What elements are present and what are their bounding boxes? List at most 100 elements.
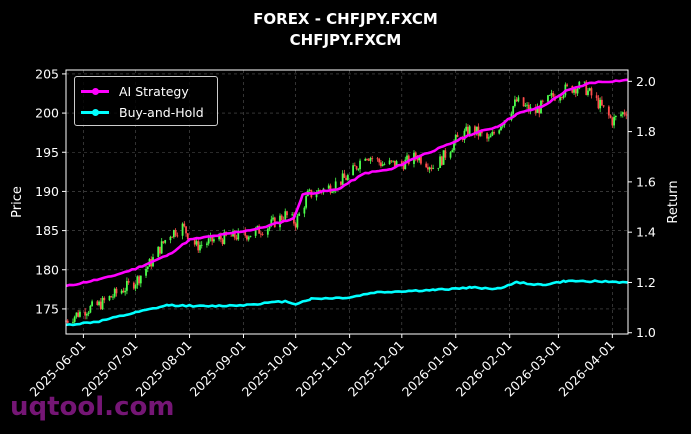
- strategy-line: [65, 78, 629, 288]
- candle-body: [319, 189, 321, 192]
- y2-tick-label: 1.4: [636, 225, 656, 240]
- candle-body: [223, 231, 226, 245]
- y-tick-label: 190: [35, 184, 59, 199]
- candle-body: [99, 301, 102, 310]
- candle-body: [199, 245, 201, 251]
- candle-body: [400, 161, 403, 165]
- candle-body: [334, 181, 337, 190]
- candle-body: [110, 296, 113, 298]
- candle-body: [625, 114, 628, 116]
- candle-body: [588, 88, 591, 91]
- legend-swatch-strategy: [81, 87, 109, 95]
- candle-body: [261, 234, 264, 235]
- y-tick-label: 185: [35, 223, 59, 238]
- candle-body: [89, 305, 92, 313]
- y-axis-label: Price: [10, 186, 25, 218]
- candle-body: [601, 99, 603, 106]
- candle-body: [418, 156, 421, 161]
- candle-body: [512, 106, 515, 114]
- candle-body: [587, 90, 589, 95]
- chart-title-line1: FOREX - CHFJPY.FXCM: [253, 10, 438, 28]
- candle-body: [613, 116, 615, 126]
- candle-body: [366, 158, 368, 160]
- candle-body: [219, 235, 222, 240]
- candle-body: [146, 266, 149, 270]
- candle-body: [101, 297, 104, 310]
- candle-body: [96, 301, 99, 306]
- candle-body: [197, 241, 200, 251]
- candle-body: [541, 100, 544, 102]
- buy-hold-line: [65, 279, 629, 327]
- candle-body: [501, 125, 504, 127]
- candle-body: [345, 177, 348, 181]
- candle-body: [247, 237, 250, 240]
- candle-body: [550, 93, 553, 96]
- candle-body: [406, 155, 408, 160]
- candle-body: [597, 98, 600, 109]
- candle-body: [296, 215, 299, 228]
- candle-body: [254, 228, 257, 236]
- candle-body: [162, 241, 165, 243]
- candle-body: [442, 150, 445, 165]
- candle-body: [139, 275, 142, 284]
- candle-body: [270, 219, 273, 226]
- candle-body: [87, 312, 90, 315]
- candle-body: [157, 246, 160, 258]
- candle-body: [72, 321, 74, 323]
- candle-body: [91, 301, 93, 306]
- y-tick-label: 195: [35, 145, 59, 160]
- x-tick-label: 2025-07-01: [79, 338, 141, 400]
- candle-body: [602, 105, 605, 107]
- candle-body: [359, 160, 361, 170]
- candle-body: [159, 246, 161, 254]
- candle-body: [611, 117, 614, 126]
- candle-body: [221, 239, 224, 245]
- candle-body: [456, 134, 459, 138]
- candle-body: [138, 276, 140, 284]
- candle-body: [534, 107, 537, 113]
- legend-label-strategy: AI Strategy: [119, 83, 189, 99]
- candle-body: [122, 290, 125, 293]
- candle-body: [341, 173, 344, 185]
- candle-body: [280, 215, 283, 221]
- candle-body: [115, 288, 118, 294]
- candle-body: [207, 238, 210, 244]
- candle-body: [249, 235, 252, 238]
- candle-body: [136, 276, 139, 286]
- candle-body: [246, 235, 248, 240]
- candle-body: [298, 213, 301, 216]
- candle-body: [414, 152, 417, 159]
- candle-body: [376, 158, 379, 160]
- candle-body: [174, 230, 177, 236]
- candle-body: [371, 157, 374, 159]
- candle-body: [176, 235, 179, 237]
- candle-body: [574, 88, 577, 94]
- candle-body: [489, 135, 492, 138]
- candle-body: [388, 160, 391, 165]
- candle-body: [266, 228, 269, 235]
- candle-body: [212, 239, 215, 242]
- candle-body: [524, 105, 527, 107]
- candle-body: [308, 189, 311, 191]
- candle-body: [430, 167, 433, 169]
- candle-body: [378, 158, 381, 163]
- candle-body: [599, 99, 602, 109]
- candle-body: [340, 181, 342, 185]
- candle-body: [576, 88, 579, 94]
- candle-body: [526, 104, 528, 106]
- candle-body: [514, 99, 516, 107]
- candle-body: [343, 173, 346, 178]
- candle-body: [467, 126, 469, 136]
- candle-body: [453, 141, 455, 151]
- candle-body: [566, 84, 569, 86]
- candle-body: [432, 168, 435, 169]
- candle-body: [367, 159, 370, 161]
- chart-title-line2: CHFJPY.FXCM: [289, 31, 402, 49]
- candle-body: [103, 297, 106, 301]
- candle-body: [573, 88, 575, 93]
- candle-body: [500, 126, 502, 131]
- candle-body: [145, 269, 147, 276]
- candle-body: [491, 132, 494, 136]
- y2-tick-label: 1.8: [636, 124, 656, 139]
- candle-body: [515, 99, 518, 102]
